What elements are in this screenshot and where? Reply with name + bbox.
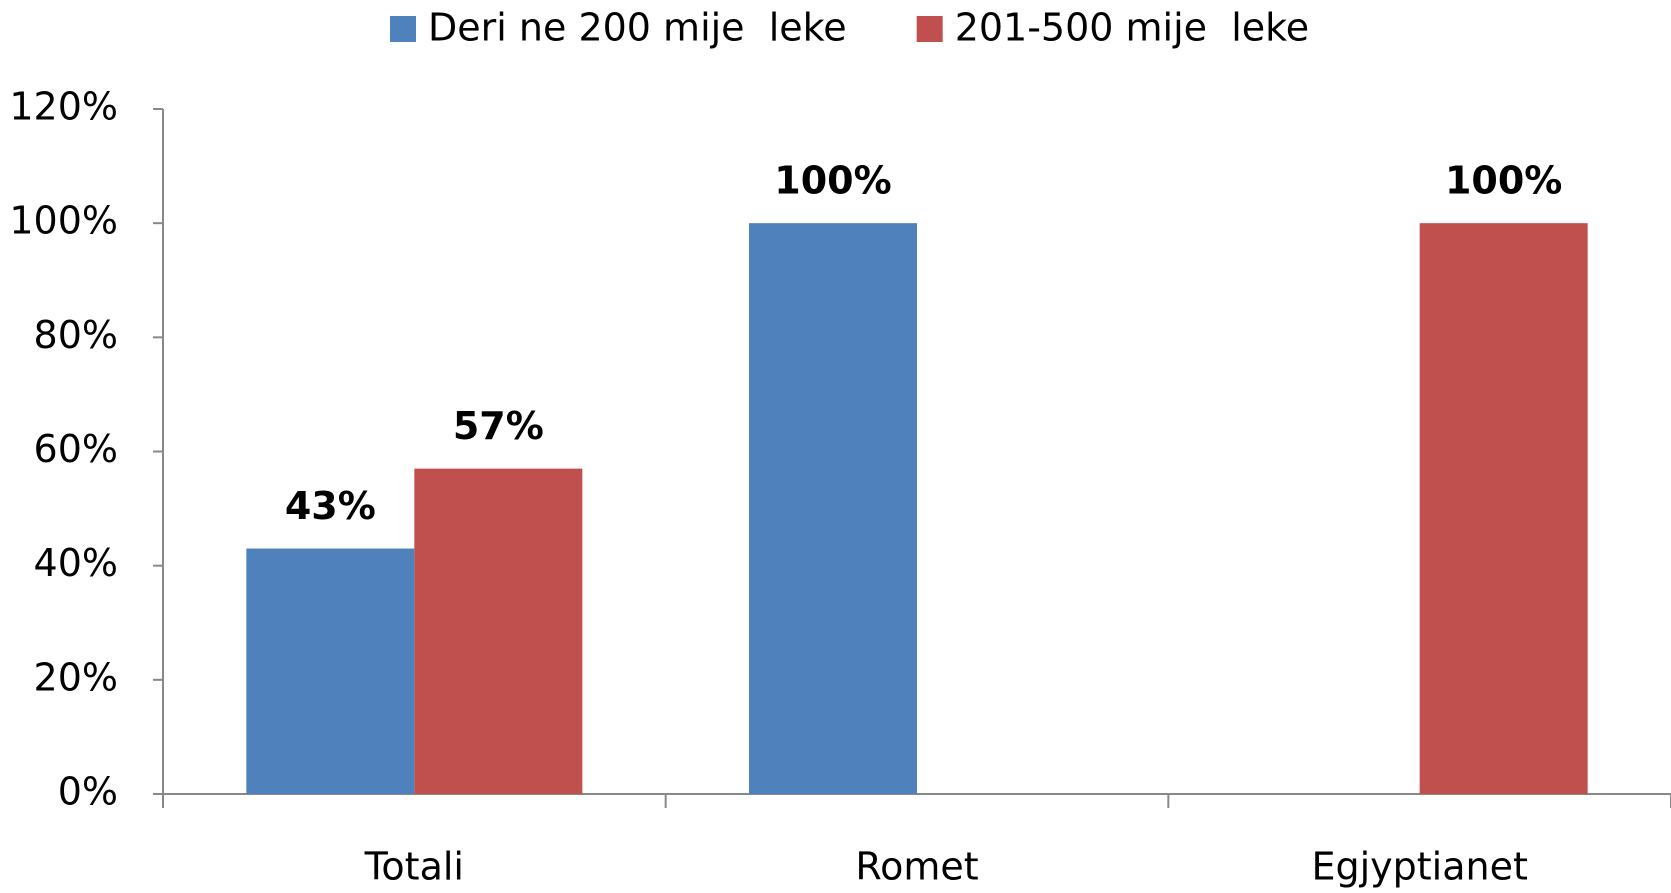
- value-label: 100%: [774, 159, 891, 203]
- bar: [749, 223, 917, 794]
- value-label: 43%: [285, 484, 376, 528]
- x-tick-label: Egjyptianet: [1311, 845, 1527, 889]
- value-label: 57%: [453, 404, 544, 448]
- y-tick-label: 0%: [58, 770, 118, 814]
- legend-swatch: [916, 16, 943, 42]
- y-tick-label: 60%: [34, 427, 118, 471]
- x-tick-label: Romet: [855, 845, 978, 889]
- y-tick-label: 80%: [34, 313, 118, 357]
- x-tick-label: Totali: [364, 845, 464, 889]
- legend-swatch: [390, 16, 416, 42]
- bar: [1419, 223, 1588, 794]
- bar: [414, 468, 583, 794]
- y-tick-label: 40%: [34, 541, 118, 585]
- bar: [246, 548, 415, 794]
- y-tick-label: 100%: [9, 199, 118, 243]
- y-tick-label: 20%: [34, 655, 118, 699]
- value-label: 100%: [1445, 159, 1562, 203]
- y-tick-label: 120%: [9, 85, 118, 129]
- legend-label: Deri ne 200 mije leke: [428, 6, 847, 50]
- legend-label: 201-500 mije leke: [955, 6, 1310, 50]
